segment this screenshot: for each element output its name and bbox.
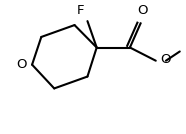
Text: O: O bbox=[17, 58, 27, 71]
Text: O: O bbox=[138, 4, 148, 17]
Text: O: O bbox=[160, 53, 171, 66]
Text: F: F bbox=[76, 4, 84, 17]
